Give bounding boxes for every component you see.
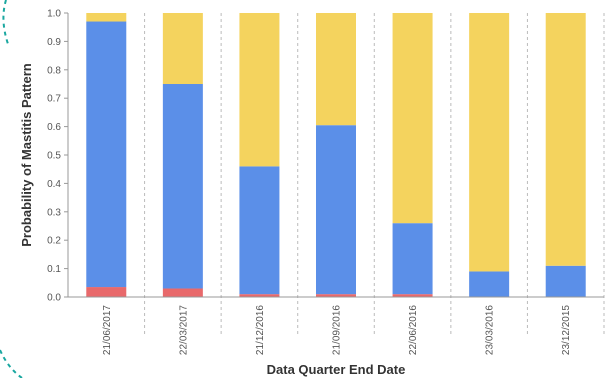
bar-segment-1-5 (392, 294, 433, 297)
ticks-layer: 0.0 0.1 0.2 0.3 0.4 0.5 0.6 0.7 0.8 0.9 1.0 21/06/2… (47, 9, 572, 356)
y-tick-label: 0.5 (47, 151, 61, 162)
y-tick-label: 0.6 (47, 122, 61, 133)
x-tick-label: 23/12/2015 (561, 305, 572, 355)
bars-layer (86, 13, 586, 297)
bar-segment-3-3 (239, 13, 280, 167)
bar-segment-3-6 (469, 13, 510, 272)
bar-segment-1-4 (316, 294, 356, 297)
y-tick-label: 0.4 (47, 179, 61, 190)
bar-segment-2-7 (545, 265, 586, 297)
decorative-arc-bottom (0, 349, 23, 378)
y-tick-label: 0.3 (47, 207, 61, 218)
y-tick-label: 0.2 (47, 236, 61, 247)
x-tick-label: 23/03/2016 (485, 305, 496, 355)
y-tick-label: 0.1 (47, 264, 61, 275)
bar-segment-1-1 (86, 287, 127, 297)
bar-segment-2-3 (239, 166, 280, 295)
bar-segment-3-5 (392, 13, 433, 224)
bar-segment-1-3 (239, 294, 280, 297)
x-tick-label: 21/09/2016 (332, 305, 343, 355)
y-tick-label: 0.7 (47, 94, 61, 105)
bar-segment-3-4 (316, 13, 356, 126)
y-tick-label: 0.8 (47, 65, 61, 76)
bar-segment-3-1 (86, 13, 127, 22)
bar-segment-2-6 (469, 271, 510, 297)
bar-segment-3-2 (162, 13, 203, 84)
bar-segment-2-1 (86, 21, 127, 288)
x-tick-label: 21/12/2016 (255, 305, 266, 355)
decorative-arc-top (2, 0, 9, 45)
grid-layer (144, 13, 605, 337)
bar-segment-1-2 (162, 288, 203, 297)
bar-segment-3-7 (545, 13, 586, 266)
y-tick-label: 1.0 (47, 9, 61, 20)
y-tick-label: 0.9 (47, 37, 61, 48)
x-tick-label: 22/03/2017 (178, 305, 189, 355)
x-tick-label: 22/06/2016 (408, 305, 419, 355)
bar-segment-2-2 (162, 84, 203, 289)
y-tick-label: 0.0 (47, 293, 61, 304)
x-tick-label: 21/06/2017 (102, 305, 113, 355)
bar-segment-2-5 (392, 223, 433, 295)
y-axis-title: Probability of Mastitis Pattern (19, 63, 34, 247)
x-axis-title: Data Quarter End Date (267, 362, 406, 377)
bar-segment-2-4 (316, 125, 356, 295)
